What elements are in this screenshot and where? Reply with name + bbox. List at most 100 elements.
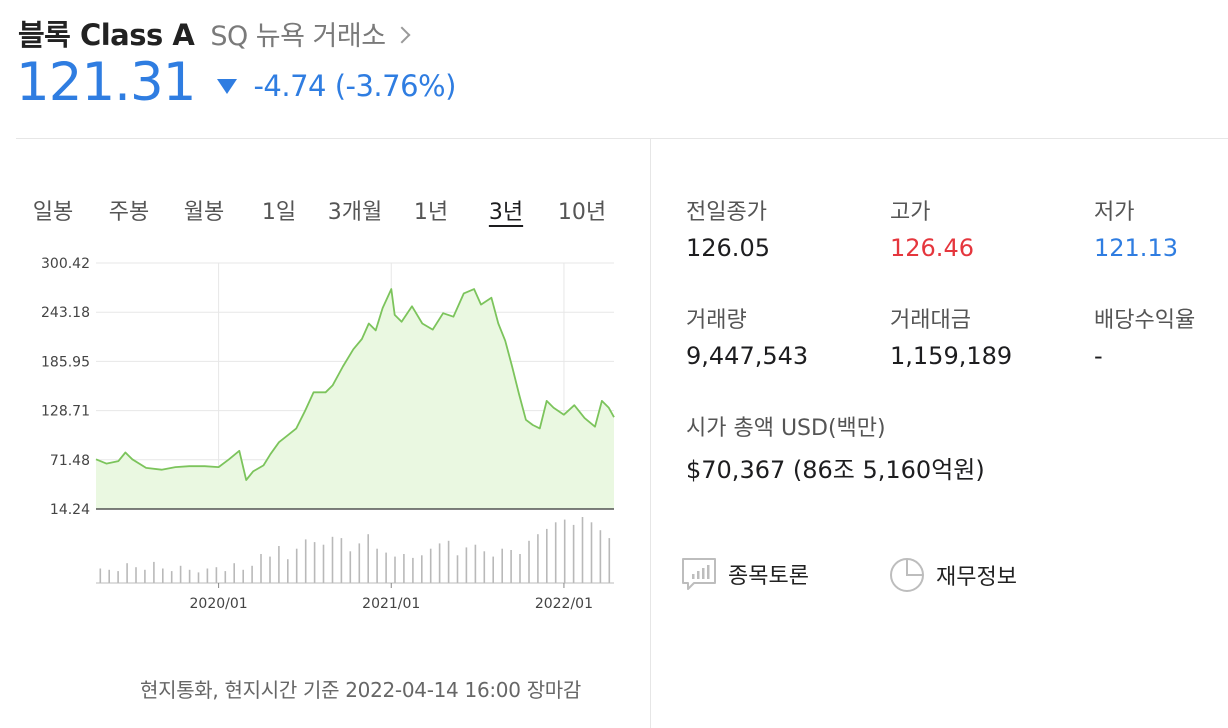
volume-bar [501,548,503,583]
tab-10-years[interactable]: 10년 [557,200,607,225]
stat-high: 고가 126.46 [890,194,974,262]
volume-bar [528,540,530,583]
period-tabs: 일봉 주봉 월봉 1일 3개월 1년 3년 10년 [18,194,618,234]
y-tick-label: 185.95 [41,354,90,370]
stat-value: $70,367 (86조 5,160억원) [686,456,985,484]
volume-bar [438,543,441,583]
stat-volume: 거래량 9,447,543 [686,302,808,370]
chevron-right-icon[interactable] [393,26,411,44]
x-tick-label: 2020/01 [190,596,248,612]
volume-bar [465,547,468,583]
discussion-chart-icon [682,558,716,590]
y-tick-label: 71.48 [50,453,90,469]
volume-bar [572,524,575,583]
stat-label: 고가 [890,200,931,225]
volume-bar [144,569,146,583]
volume-bar [233,563,235,583]
volume-bar [608,538,611,583]
stock-name: 블록 Class A [18,18,195,52]
volume-bar [260,554,262,583]
volume-bar [519,554,521,583]
volume-bar [322,544,325,583]
tab-3-months[interactable]: 3개월 [327,200,383,225]
price-line [95,288,615,481]
volume-bar [376,548,378,583]
stat-label: 거래대금 [890,308,971,333]
volume-bar [135,567,137,583]
volume-bar [117,571,119,583]
volume-bar [421,555,423,583]
y-tick-label: 14.24 [50,502,90,518]
y-tick-label: 243.18 [41,305,90,321]
price-change: -4.74 (-3.76%) [253,68,456,103]
financials-label: 재무정보 [936,565,1017,590]
stat-low: 저가 121.13 [1094,194,1178,262]
x-tick-label: 2021/01 [362,596,420,612]
tab-1-year[interactable]: 1년 [413,200,449,225]
volume-bar [510,550,512,583]
discussion-button[interactable]: 종목토론 [680,556,809,592]
stat-market-cap: 시가 총액 USD(백만) $70,367 (86조 5,160억원) [686,410,985,485]
stat-dividend-yield: 배당수익율 - [1094,302,1195,370]
volume-bar [581,517,584,583]
stat-value: - [1094,342,1103,370]
stat-label: 전일종가 [686,200,767,225]
volume-bar [447,540,450,583]
price-area [96,289,614,509]
stat-value: 126.05 [686,234,770,262]
volume-bar [403,554,405,583]
pie-chart-icon [890,558,924,592]
volume-bar [215,567,218,583]
volume-bar [170,571,173,583]
volume-bar [340,538,343,583]
volume-bar [412,557,414,583]
volume-bar [394,556,396,583]
volume-bar [474,544,477,583]
financials-button[interactable]: 재무정보 [888,556,1017,594]
y-tick-label: 300.42 [41,256,90,272]
volume-bar [367,534,369,583]
exchange-link[interactable]: SQ 뉴욕 거래소 [210,21,386,52]
volume-bar [590,522,593,583]
stat-label: 시가 총액 USD(백만) [686,416,886,441]
volume-bar [278,546,280,583]
stat-turnover: 거래대금 1,159,189 [890,302,1012,370]
stat-value: 126.46 [890,234,974,262]
volume-bar [126,563,128,583]
volume-bar [313,542,316,583]
tab-weekly[interactable]: 주봉 [108,200,150,225]
volume-bar [331,536,334,583]
down-triangle-icon [217,79,238,94]
volume-bar [206,568,209,583]
stat-prev-close: 전일종가 126.05 [686,194,770,262]
volume-bar [269,556,271,583]
volume-bar [197,572,200,583]
volume-bar [537,534,539,583]
volume-bar [162,568,164,583]
volume-bar [153,561,155,583]
price-chart[interactable]: 300.42 243.18 185.95 128.71 71.48 14.24 2020/0… [0,240,640,620]
volume-bar [179,565,182,583]
volume-bar [224,571,227,583]
x-tick-label: 2022/01 [535,596,593,612]
volume-bar [492,556,494,583]
panel-divider [650,139,651,728]
stat-value: 121.13 [1094,234,1178,262]
stat-value: 1,159,189 [890,342,1013,370]
tab-daily[interactable]: 일봉 [32,200,74,225]
tab-3-years[interactable]: 3년 [488,200,524,225]
footnote: 현지통화, 현지시간 기준 2022-04-14 16:00 장마감 [140,678,582,702]
tab-1-day[interactable]: 1일 [261,200,297,225]
volume-bar [295,548,298,583]
volume-bar [456,555,459,583]
price-row: 121.31 -4.74 (-3.76%) [16,52,456,113]
volume-bar [358,543,361,583]
tab-monthly[interactable]: 월봉 [183,200,225,225]
volume-bar [554,522,557,583]
stat-label: 저가 [1094,200,1135,225]
volume-bar [287,559,289,583]
volume-bar [563,519,566,583]
stock-header: 블록 Class A SQ 뉴욕 거래소 [18,12,411,54]
volume-bar [349,551,352,583]
stat-label: 배당수익율 [1094,308,1196,333]
